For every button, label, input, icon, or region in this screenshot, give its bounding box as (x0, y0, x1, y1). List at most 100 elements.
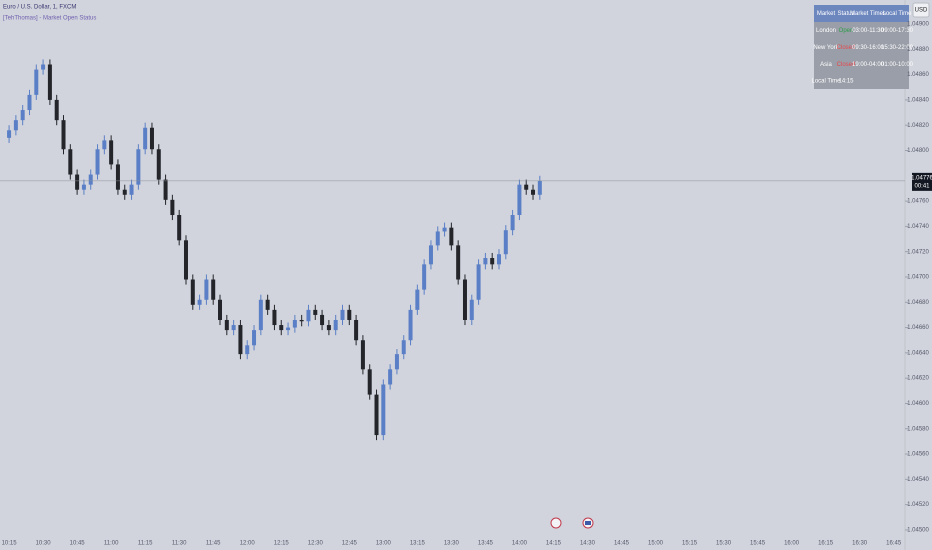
x-tick-label: 10:30 (36, 541, 52, 547)
y-tick-label: 1.04860 (907, 72, 929, 78)
event-icon[interactable] (550, 517, 562, 529)
candle-body (442, 227, 447, 232)
y-tick-label: 1.04500 (907, 528, 929, 534)
x-tick-label: 15:30 (716, 541, 732, 547)
x-tick-label: 12:15 (274, 541, 290, 547)
candle-body (136, 149, 141, 185)
y-tick-label: 1.04700 (907, 275, 929, 281)
y-tick-label: 1.04620 (907, 376, 929, 382)
table-header-cell: Market (817, 11, 836, 17)
candle-body (517, 184, 522, 216)
candle-body (531, 189, 536, 195)
x-tick-label: 14:45 (614, 541, 630, 547)
candle-body (381, 384, 386, 436)
candle-body (190, 279, 195, 305)
table-cell: New York (813, 45, 839, 51)
x-tick-label: 13:15 (410, 541, 426, 547)
candle-body (27, 94, 32, 111)
x-tick-label: 15:00 (648, 541, 664, 547)
candle-body (537, 180, 542, 195)
candle-body (408, 309, 413, 341)
candle-body (462, 279, 467, 320)
candle-body (224, 319, 229, 331)
x-tick-label: 16:30 (852, 541, 868, 547)
y-tick-label: 1.04740 (907, 224, 929, 230)
table-cell: 01:00-10:00 (881, 62, 914, 68)
candle-body (333, 319, 338, 331)
x-tick-label: 15:45 (750, 541, 766, 547)
x-tick-label: 13:00 (376, 541, 392, 547)
candle-body (211, 279, 216, 300)
candle-body (88, 174, 93, 185)
table-cell: Local Time (811, 79, 841, 85)
candle-body (388, 369, 393, 385)
y-tick-label: 1.04800 (907, 148, 929, 154)
y-tick-label: 1.04660 (907, 325, 929, 331)
candle-body (347, 309, 352, 320)
candle-body (415, 289, 420, 310)
candle-body (68, 149, 73, 175)
x-tick-label: 15:15 (682, 541, 698, 547)
candle-body (483, 258, 488, 265)
candle-body (286, 327, 291, 331)
candle-body (20, 110, 25, 121)
table-cell: 19:00-04:00 (852, 62, 885, 68)
candle-body (252, 330, 257, 346)
y-tick-label: 1.04760 (907, 199, 929, 205)
candle-body (47, 64, 52, 100)
price-tag-label: 1.04776 (911, 175, 932, 181)
x-tick-label: 13:30 (444, 541, 460, 547)
table-cell: 09:00-17:30 (881, 28, 914, 34)
currency-box[interactable] (912, 2, 930, 18)
candle-body (218, 299, 223, 320)
y-tick-label: 1.04640 (907, 350, 929, 356)
candle-body (7, 130, 12, 138)
x-tick-label: 16:45 (886, 541, 902, 547)
candle-body (306, 309, 311, 322)
candle-body (279, 325, 284, 331)
candle-body (320, 314, 325, 326)
y-tick-label: 1.04560 (907, 452, 929, 458)
candle-body (428, 245, 433, 265)
x-tick-label: 11:00 (104, 541, 119, 547)
candle-body (360, 340, 365, 370)
x-tick-label: 11:45 (206, 541, 221, 547)
table-cell: 03:00-11:30 (852, 28, 884, 34)
candle-body (476, 264, 481, 300)
y-tick-label: 1.04880 (907, 47, 929, 53)
countdown-label: 00:41 (914, 183, 930, 189)
candle-body (183, 240, 188, 280)
y-tick-label: 1.04600 (907, 401, 929, 407)
candle-body (197, 299, 202, 305)
candle-body (394, 354, 399, 370)
x-tick-label: 16:15 (818, 541, 834, 547)
candle-body (95, 149, 100, 175)
x-tick-label: 12:00 (240, 541, 256, 547)
candle-body (231, 325, 236, 331)
table-header-cell: Local Time (882, 11, 912, 17)
table-cell: London (816, 28, 836, 34)
candle-body (435, 231, 440, 246)
candle-body (272, 309, 277, 326)
candle-body (265, 299, 270, 310)
candle-body (122, 189, 127, 195)
candle-body (109, 140, 114, 165)
candle-body (401, 340, 406, 355)
y-tick-label: 1.04520 (907, 502, 929, 508)
candle-body (156, 149, 161, 180)
candle-body (129, 184, 134, 195)
table-cell: Closed (837, 62, 856, 68)
candle-body (367, 369, 372, 395)
candle-body (258, 299, 263, 331)
candle-body (170, 199, 175, 216)
table-cell: Open (839, 28, 854, 34)
candle-body (204, 279, 209, 300)
candle-body (81, 184, 86, 190)
chart-title: Euro / U.S. Dollar, 1, FXCM (3, 5, 76, 11)
event-icons[interactable] (550, 517, 594, 529)
candle-body (299, 319, 304, 322)
table-cell: 15:30-22:00 (881, 45, 914, 51)
currency-label[interactable]: USD (915, 8, 928, 14)
